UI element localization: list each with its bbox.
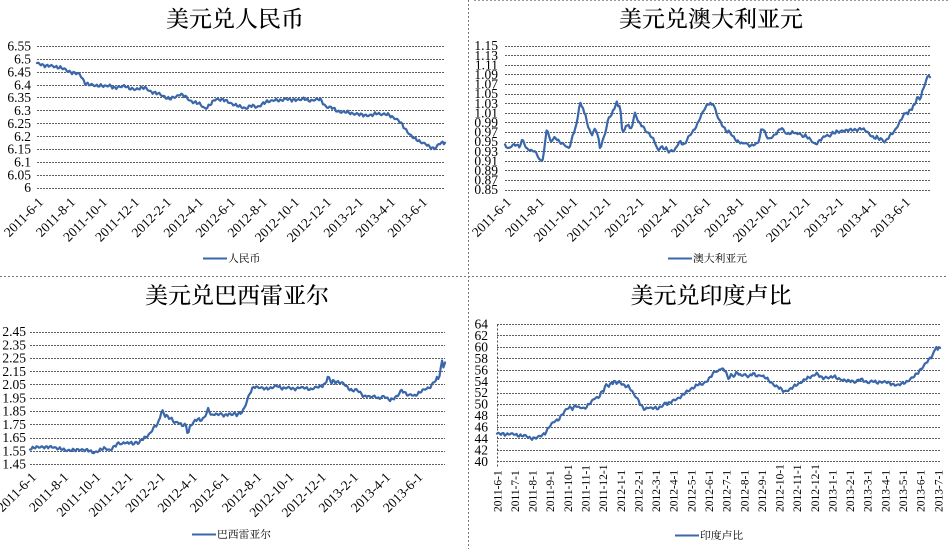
svg-text:2012-6-1: 2012-6-1 [704,470,716,512]
svg-text:2012-10-1: 2012-10-1 [775,464,787,512]
svg-text:1.05: 1.05 [474,86,498,101]
svg-text:1.01: 1.01 [474,105,498,120]
svg-text:2013-3-1: 2013-3-1 [863,470,875,512]
svg-text:1.07: 1.07 [474,77,498,92]
svg-text:1.65: 1.65 [2,430,26,445]
svg-text:2012-8-1: 2012-8-1 [739,470,751,512]
svg-text:54: 54 [475,374,489,389]
svg-text:0.89: 0.89 [474,163,498,178]
svg-text:2011-12-1: 2011-12-1 [598,464,610,512]
svg-text:2012-5-1: 2012-5-1 [686,470,698,512]
svg-text:2012-4-1: 2012-4-1 [669,470,681,512]
svg-text:1.13: 1.13 [474,48,498,63]
svg-text:2012-9-1: 2012-9-1 [757,470,769,512]
svg-text:62: 62 [475,328,489,343]
svg-text:2012-3-1: 2012-3-1 [651,470,663,512]
svg-text:58: 58 [475,351,489,366]
svg-text:2012-11-1: 2012-11-1 [792,464,804,512]
svg-text:2013-2-1: 2013-2-1 [845,470,857,512]
svg-text:2.15: 2.15 [2,364,26,379]
svg-text:0.91: 0.91 [474,153,498,168]
svg-text:6.3: 6.3 [14,103,31,118]
svg-text:6.05: 6.05 [7,167,31,182]
svg-text:1.45: 1.45 [2,457,26,472]
svg-text:40: 40 [475,454,489,469]
svg-text:2012-1-1: 2012-1-1 [616,470,628,512]
svg-text:2011-8-1: 2011-8-1 [528,470,540,512]
svg-text:6.35: 6.35 [7,90,31,105]
svg-text:2.35: 2.35 [2,337,26,352]
svg-text:2011-6-1: 2011-6-1 [492,470,504,512]
svg-text:6: 6 [24,180,31,195]
svg-text:2011-7-1: 2011-7-1 [510,470,522,512]
svg-text:2013-4-1: 2013-4-1 [880,470,892,512]
svg-text:64: 64 [475,317,489,332]
svg-text:6.4: 6.4 [14,77,31,92]
svg-text:2.25: 2.25 [2,351,26,366]
svg-text:6.2: 6.2 [14,129,31,144]
svg-text:0.93: 0.93 [474,144,498,159]
svg-text:6.15: 6.15 [7,142,31,157]
svg-text:1.75: 1.75 [2,417,26,432]
svg-text:2012-12-1: 2012-12-1 [810,464,822,512]
svg-text:6.45: 6.45 [7,64,31,79]
svg-text:1.95: 1.95 [2,390,26,405]
svg-text:2013-5-1: 2013-5-1 [898,470,910,512]
svg-text:2011-11-1: 2011-11-1 [581,465,593,512]
svg-text:0.87: 0.87 [474,173,498,188]
svg-text:2013-7-1: 2013-7-1 [933,470,945,512]
svg-text:60: 60 [475,340,489,355]
svg-text:6.25: 6.25 [7,116,31,131]
svg-text:2013-1-1: 2013-1-1 [828,470,840,512]
svg-text:1.85: 1.85 [2,404,26,419]
svg-text:6.5: 6.5 [14,52,31,67]
svg-text:50: 50 [475,397,489,412]
svg-text:56: 56 [475,362,489,377]
svg-text:2012-2-1: 2012-2-1 [633,470,645,512]
svg-text:1.03: 1.03 [474,96,498,111]
svg-text:0.95: 0.95 [474,134,498,149]
svg-text:1.11: 1.11 [475,57,498,72]
svg-text:1.55: 1.55 [2,443,26,458]
svg-text:52: 52 [475,385,489,400]
svg-text:1.15: 1.15 [474,38,498,53]
svg-text:1.09: 1.09 [474,67,498,82]
svg-text:42: 42 [475,442,489,457]
svg-text:6.1: 6.1 [14,155,31,170]
svg-text:48: 48 [475,408,489,423]
svg-text:2011-10-1: 2011-10-1 [563,464,575,512]
svg-text:0.97: 0.97 [474,125,498,140]
svg-text:2.05: 2.05 [2,377,26,392]
svg-text:2.45: 2.45 [2,324,26,339]
svg-text:6.55: 6.55 [7,39,31,54]
svg-text:0.85: 0.85 [474,182,498,197]
svg-text:2012-7-1: 2012-7-1 [722,470,734,512]
svg-text:2011-9-1: 2011-9-1 [545,470,557,512]
svg-text:2013-6-1: 2013-6-1 [916,470,928,512]
svg-text:44: 44 [475,431,489,446]
svg-text:0.99: 0.99 [474,115,498,130]
svg-text:46: 46 [475,420,489,435]
